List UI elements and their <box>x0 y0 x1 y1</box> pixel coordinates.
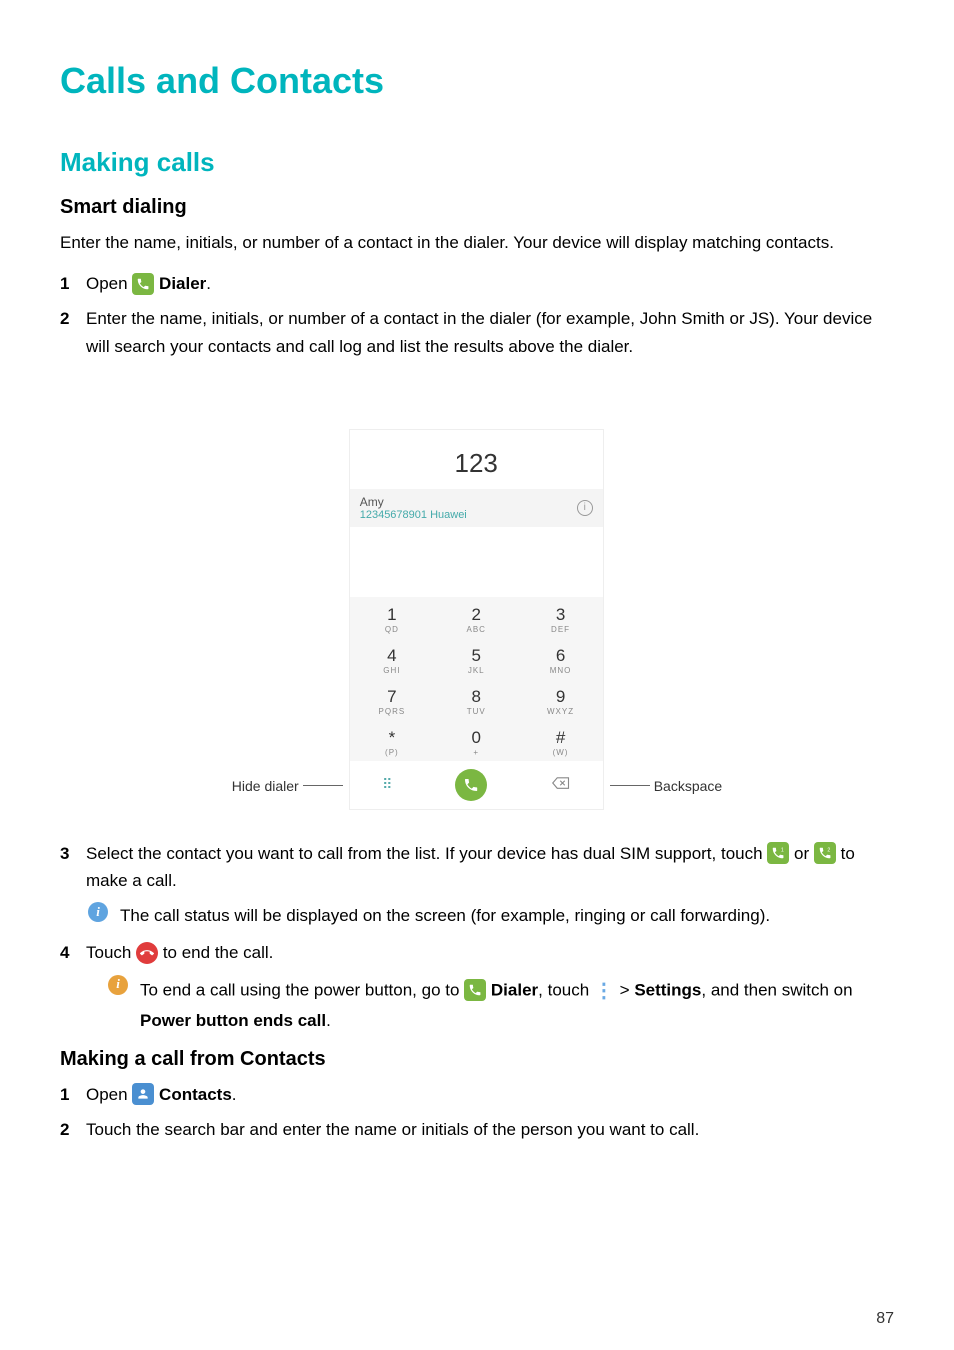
text: . <box>326 1011 331 1030</box>
dialer-app-icon <box>464 979 486 1001</box>
dialer-label: Dialer <box>491 980 538 999</box>
svg-text:1: 1 <box>781 848 784 854</box>
text: Open <box>86 1085 132 1104</box>
backspace-callout: Backspace <box>610 778 722 810</box>
callout-line <box>303 785 343 786</box>
text: . <box>232 1085 237 1104</box>
step-body: Touch the search bar and enter the name … <box>86 1116 894 1143</box>
key-8[interactable]: 8TUV <box>434 679 518 720</box>
step-body: Open Contacts. <box>86 1081 894 1108</box>
page-number: 87 <box>876 1310 894 1328</box>
step-2: 2 Enter the name, initials, or number of… <box>60 305 894 359</box>
intro-text: Enter the name, initials, or number of a… <box>60 229 894 256</box>
key-7[interactable]: 7PQRS <box>350 679 434 720</box>
text: , and then switch on <box>701 980 852 999</box>
info-icon[interactable]: i <box>577 500 593 516</box>
step-number: 1 <box>60 270 74 297</box>
dialer-display: 123 <box>350 430 603 489</box>
dialer-label: Dialer <box>159 274 206 293</box>
subsection-from-contacts: Making a call from Contacts <box>60 1048 894 1071</box>
contact-match-row[interactable]: Amy 12345678901 Huawei i <box>350 489 603 527</box>
callout-text: Backspace <box>654 778 722 794</box>
text: to end the call. <box>163 943 274 962</box>
step-body: Enter the name, initials, or number of a… <box>86 305 894 359</box>
page-title: Calls and Contacts <box>60 60 894 102</box>
contacts-step-1: 1 Open Contacts. <box>60 1081 894 1108</box>
tip-icon: i <box>108 975 128 995</box>
step-number: 4 <box>60 939 74 966</box>
hide-keypad-icon[interactable]: ⠿ <box>382 776 390 793</box>
step-body: Select the contact you want to call from… <box>86 840 894 894</box>
key-3[interactable]: 3DEF <box>518 597 602 638</box>
note-text: To end a call using the power button, go… <box>140 975 894 1034</box>
key-4[interactable]: 4GHI <box>350 638 434 679</box>
text: > <box>620 980 635 999</box>
menu-dots-icon: ⋮ <box>594 975 615 1007</box>
contacts-app-icon <box>132 1083 154 1105</box>
backspace-icon[interactable] <box>552 776 570 793</box>
text: Touch <box>86 943 136 962</box>
info-icon: i <box>88 902 108 922</box>
step-number: 2 <box>60 1116 74 1143</box>
key-9[interactable]: 9WXYZ <box>518 679 602 720</box>
settings-label: Settings <box>634 980 701 999</box>
dialer-bottom-row: ⠿ <box>350 761 603 809</box>
svg-text:2: 2 <box>827 848 830 854</box>
dialer-keypad: 123 Amy 12345678901 Huawei i 1QD 2ABC 3D… <box>349 429 604 810</box>
blank-area <box>350 527 603 597</box>
text: Select the contact you want to call from… <box>86 844 767 863</box>
subsection-smart-dialing: Smart dialing <box>60 196 894 219</box>
key-5[interactable]: 5JKL <box>434 638 518 679</box>
text: or <box>794 844 814 863</box>
callout-text: Hide dialer <box>232 778 299 794</box>
text: Open <box>86 274 132 293</box>
text: To end a call using the power button, go… <box>140 980 464 999</box>
step-body: Open Dialer. <box>86 270 894 297</box>
key-1[interactable]: 1QD <box>350 597 434 638</box>
match-name: Amy <box>360 495 467 509</box>
hide-dialer-callout: Hide dialer <box>232 778 343 810</box>
callout-line <box>610 785 650 786</box>
contacts-label: Contacts <box>159 1085 232 1104</box>
step-number: 1 <box>60 1081 74 1108</box>
step-3: 3 Select the contact you want to call fr… <box>60 840 894 894</box>
step-number: 2 <box>60 305 74 359</box>
step-1: 1 Open Dialer. <box>60 270 894 297</box>
sim1-call-icon: 1 <box>767 842 789 864</box>
sim2-call-icon: 2 <box>814 842 836 864</box>
note-text: The call status will be displayed on the… <box>120 902 894 929</box>
match-number: 12345678901 Huawei <box>360 509 467 521</box>
keypad-grid: 1QD 2ABC 3DEF 4GHI 5JKL 6MNO 7PQRS 8TUV … <box>350 597 603 761</box>
note-power-button: i To end a call using the power button, … <box>108 975 894 1034</box>
dialer-illustration: Hide dialer 123 Amy 12345678901 Huawei i… <box>60 380 894 810</box>
key-2[interactable]: 2ABC <box>434 597 518 638</box>
key-6[interactable]: 6MNO <box>518 638 602 679</box>
note-call-status: i The call status will be displayed on t… <box>88 902 894 929</box>
step-number: 3 <box>60 840 74 894</box>
contacts-step-2: 2 Touch the search bar and enter the nam… <box>60 1116 894 1143</box>
end-call-icon <box>136 942 158 964</box>
key-star[interactable]: *(P) <box>350 720 434 761</box>
step-body: Touch to end the call. <box>86 939 894 966</box>
dialer-app-icon <box>132 273 154 295</box>
call-button[interactable] <box>455 769 487 801</box>
step-4: 4 Touch to end the call. <box>60 939 894 966</box>
section-heading: Making calls <box>60 147 894 178</box>
text: . <box>206 274 211 293</box>
key-hash[interactable]: #(W) <box>518 720 602 761</box>
power-ends-label: Power button ends call <box>140 1011 326 1030</box>
key-0[interactable]: 0+ <box>434 720 518 761</box>
text: , touch <box>538 980 594 999</box>
